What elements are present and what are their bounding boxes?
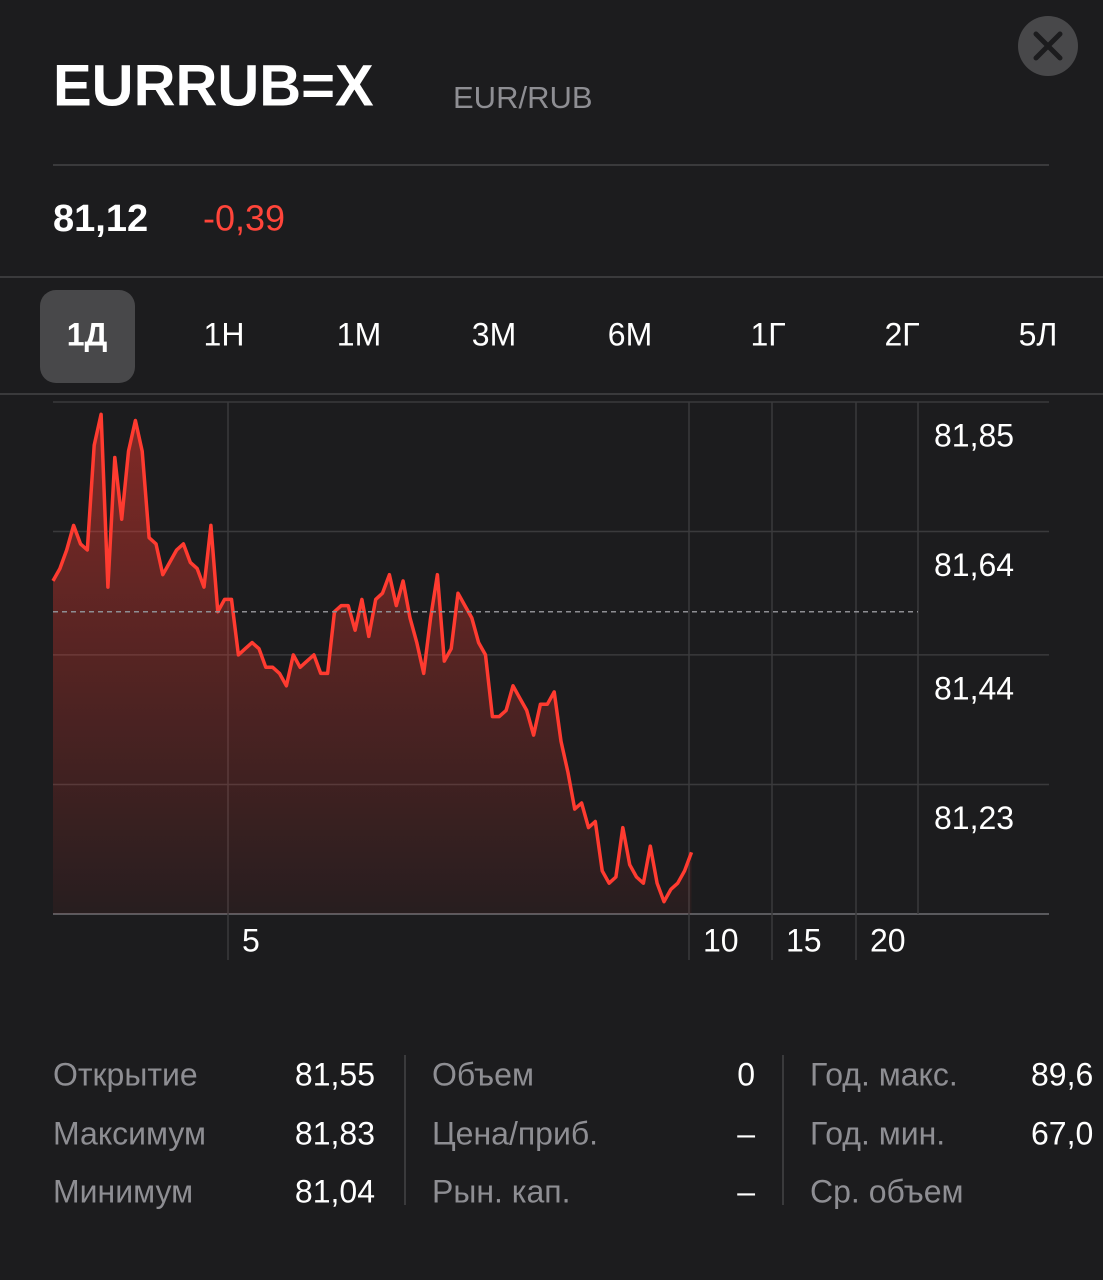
area bbox=[53, 414, 692, 914]
stat-label: Минимум bbox=[53, 1173, 193, 1209]
stat-value: – bbox=[737, 1115, 755, 1151]
stat-value: 89,6 bbox=[1031, 1056, 1093, 1092]
stat-value: – bbox=[737, 1173, 755, 1209]
stat-value: 81,55 bbox=[295, 1056, 375, 1092]
y-tick-label: 81,85 bbox=[934, 417, 1014, 453]
x-tick-label: 5 bbox=[242, 922, 260, 958]
price-line bbox=[51, 412, 694, 904]
range-button[interactable]: 1М bbox=[337, 316, 381, 352]
range-button[interactable]: 3М bbox=[472, 316, 516, 352]
stat-label: Открытие bbox=[53, 1056, 198, 1092]
stat-value: 81,83 bbox=[295, 1115, 375, 1151]
close-icon[interactable] bbox=[1033, 31, 1063, 61]
stat-label: Год. макс. bbox=[810, 1056, 958, 1092]
range-button[interactable]: 1Г bbox=[750, 316, 785, 352]
x-tick-label: 10 bbox=[703, 922, 739, 958]
y-tick-label: 81,23 bbox=[934, 800, 1014, 836]
x-tick-label: 20 bbox=[870, 922, 906, 958]
stat-label: Максимум bbox=[53, 1115, 206, 1151]
stat-value: 67,0 bbox=[1031, 1115, 1093, 1151]
range-button[interactable]: 5Л bbox=[1019, 316, 1058, 352]
y-tick-label: 81,64 bbox=[934, 547, 1014, 583]
range-selected[interactable] bbox=[40, 290, 135, 383]
stat-value: 0 bbox=[737, 1056, 755, 1092]
stat-label: Объем bbox=[432, 1056, 534, 1092]
range-button[interactable]: 2Г bbox=[884, 316, 919, 352]
stat-label: Ср. объем bbox=[810, 1173, 964, 1209]
change: -0,39 bbox=[203, 198, 285, 239]
stat-label: Год. мин. bbox=[810, 1115, 945, 1151]
stat-label: Цена/приб. bbox=[432, 1115, 598, 1151]
price: 81,12 bbox=[53, 198, 148, 240]
range-button[interactable]: 1Н bbox=[204, 316, 245, 352]
range-button[interactable]: 6М bbox=[608, 316, 652, 352]
title: EURRUB=X bbox=[53, 53, 374, 118]
x-tick-label: 15 bbox=[786, 922, 822, 958]
subtitle: EUR/RUB bbox=[453, 80, 593, 115]
close-button[interactable] bbox=[1018, 16, 1078, 76]
y-tick-label: 81,44 bbox=[934, 670, 1014, 706]
stat-label: Рын. кап. bbox=[432, 1173, 571, 1209]
stat-value: 81,04 bbox=[295, 1173, 375, 1209]
range-button[interactable]: 1Д bbox=[67, 316, 108, 352]
